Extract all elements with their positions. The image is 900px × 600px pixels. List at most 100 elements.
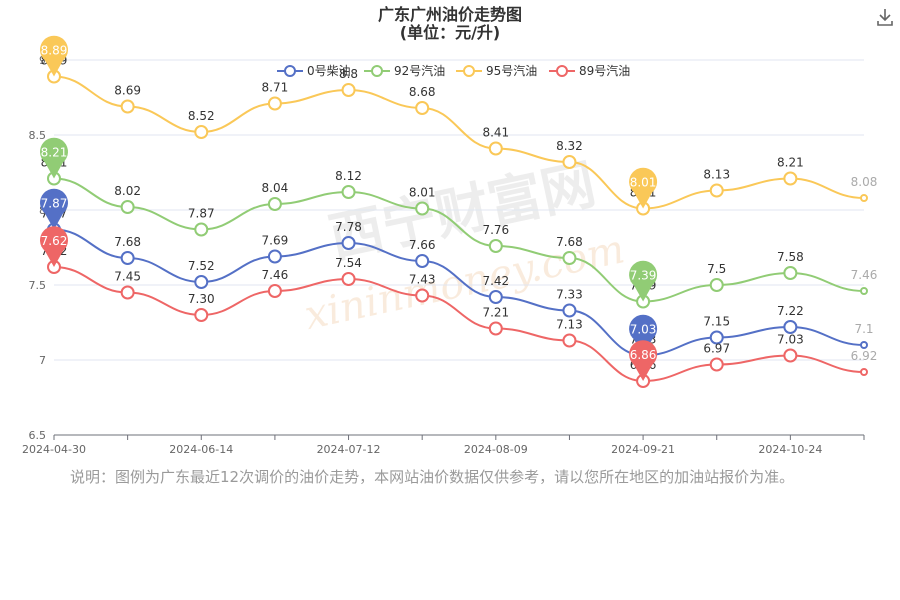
x-tick-label: 2024-09-21 [611,443,675,456]
data-point [120,200,135,214]
marker-pin-shape [629,260,658,302]
data-label: 7.46 [262,268,289,282]
data-point [341,185,356,199]
data-label: 7.30 [188,292,215,306]
y-tick-label: 9 [39,54,46,67]
marker-pin: 8.89 [39,35,68,77]
data-point [194,308,209,322]
data-label: 7.15 [703,315,730,329]
marker-pin-label: 8.01 [630,176,657,190]
data-point [341,236,356,250]
data-label: 8.01 [409,186,436,200]
data-label: 8.41 [482,126,509,140]
data-label: 7.33 [556,288,583,302]
chart-subtitle: (单位：元/升) [400,23,500,42]
data-point [415,288,430,303]
y-tick-label: 8.5 [29,129,47,142]
marker-pin-label: 7.87 [41,197,68,211]
data-point [783,320,798,334]
legend: 0号柴油 92号汽油 95号汽油 89号汽油 [277,63,630,78]
data-label: 8.04 [262,181,289,195]
data-point [709,357,724,372]
data-label: 7.68 [114,235,141,249]
data-point [194,222,209,237]
legend-item-2: 95号汽油 [456,63,537,78]
data-label: 6.92 [851,349,878,363]
legend-item-1: 92号汽油 [364,63,445,78]
data-label: 7.5 [707,262,726,276]
marker-pin: 7.62 [40,226,68,267]
data-point [783,266,798,280]
legend-symbol [556,65,568,77]
data-point [120,251,135,265]
marker-pin: 6.86 [629,340,658,381]
marker-pin: 8.21 [39,137,68,179]
data-point [783,171,798,186]
data-label: 7.66 [409,238,436,252]
data-point [488,321,503,336]
x-tick-label: 2024-04-30 [22,443,86,456]
series-1 [47,171,868,309]
data-point [860,194,868,202]
data-point [709,183,724,198]
data-label: 7.22 [777,304,804,318]
chart-note: 说明：图例为广东最近12次调价的油价走势，本网站油价数据仅供参考，请以您所在地区… [70,468,795,486]
data-point [709,278,724,292]
y-tick-label: 7 [39,354,46,367]
data-label: 8.02 [114,184,141,198]
data-point [488,141,503,156]
data-label: 8.69 [114,84,141,98]
data-label: 8.21 [777,156,804,170]
data-label: 7.03 [777,333,804,347]
data-point [488,239,503,253]
data-label: 8.8 [339,67,358,81]
series-0 [47,222,868,363]
data-point [783,348,798,363]
marker-pin-shape [39,188,68,230]
marker-pin-shape [39,137,68,179]
data-point [341,83,356,97]
download-icon[interactable] [874,6,896,28]
data-point [194,275,209,289]
data-label: 8.13 [703,168,730,182]
data-point [860,368,868,376]
data-label: 7.52 [188,259,215,273]
data-label: 7.69 [262,234,289,248]
marker-pin-shape [39,35,68,77]
marker-pin-label: 6.86 [630,348,657,362]
data-point [562,251,577,265]
legend-item-0: 0号柴油 [277,64,351,78]
marker-pin-shape [629,340,658,381]
x-tick-label: 2024-08-09 [464,443,528,456]
marker-pin-label: 7.03 [630,323,657,337]
data-label: 8.12 [335,169,362,183]
data-point [194,125,209,139]
data-point [415,201,430,216]
legend-symbol [463,65,475,77]
marker-pin: 8.01 [629,167,658,209]
data-label: 7.54 [335,256,362,270]
marker-pin-label: 7.62 [41,234,68,248]
data-label: 8.08 [851,175,878,189]
data-point [341,272,356,286]
y-tick-label: 6.5 [29,429,47,442]
marker-pin-label: 8.89 [41,44,68,58]
data-label: 7.43 [409,273,436,287]
data-label: 7.42 [482,274,509,288]
data-point [267,249,282,264]
x-tick-label: 2024-07-12 [317,443,381,456]
data-label: 7.68 [556,235,583,249]
x-tick-label: 2024-10-24 [758,443,822,456]
data-point [415,254,430,268]
data-point [120,285,135,300]
marker-pin: 7.39 [629,260,658,302]
marker-pin: 7.03 [629,314,658,356]
data-point [488,290,503,304]
data-point [120,99,135,114]
data-label: 7.76 [482,223,509,237]
data-point [267,96,282,111]
chart-title: 广东广州油价走势图 [378,5,522,24]
y-tick-label: 7.5 [29,279,47,292]
legend-label: 89号汽油 [579,63,630,78]
legend-label: 0号柴油 [307,64,351,78]
